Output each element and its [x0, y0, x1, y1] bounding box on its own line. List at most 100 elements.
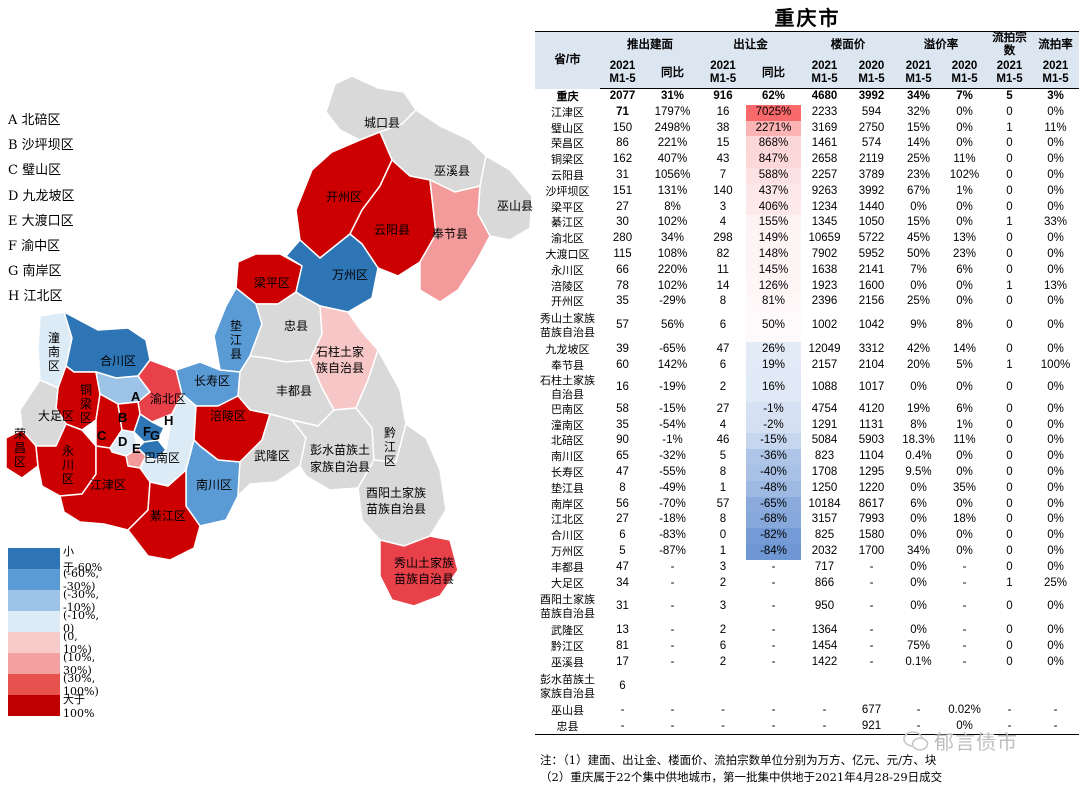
table-cell: 15: [716, 137, 730, 150]
table-cell: -: [869, 600, 874, 613]
table-cell: 90: [616, 434, 629, 447]
legend-swatch: [8, 548, 60, 569]
table-cell: 3992: [858, 90, 885, 102]
label-yongchuan-1: 永: [62, 444, 74, 458]
table-cell: 0%: [910, 529, 927, 542]
table-cell: 2077: [609, 90, 636, 102]
footnote-2: （2）重庆属于22个集中供地城市，第一批集中供地于2021年4月28-29日成交: [540, 770, 943, 784]
table-cell: 0%: [956, 380, 973, 393]
table-cell: 57: [716, 497, 730, 510]
label-yongchuan-3: 区: [62, 472, 74, 486]
table-cell: 8: [719, 465, 727, 478]
row-name: 江北区: [551, 513, 584, 527]
group-header: 楼面价: [801, 31, 895, 58]
table-cell: -: [670, 655, 675, 668]
table-cell: 298: [713, 232, 733, 245]
table-row: 南岸区 56 -70% 57 -65% 10184 8617 6% 0% 0 0%: [535, 496, 1079, 513]
table-cell: 149%: [746, 231, 801, 247]
label-shizhu-2: 族自治县: [316, 361, 364, 375]
footnote-1: 注：（1）建面、出让金、楼面价、流拍宗数单位分别为万方、亿元、元/方、块: [540, 753, 937, 767]
table-cell: 18%: [952, 513, 977, 526]
table-cell: -: [670, 560, 675, 573]
table-row: 重庆 2077 31% 916 62% 4680 3992 34% 7% 5 3%: [535, 88, 1079, 105]
legend-label: 小于-60%: [63, 544, 103, 574]
table-row: 奉节县 60 142% 6 19% 2157 2104 20% 5% 1 100%: [535, 357, 1079, 374]
table-cell: 0: [1006, 263, 1013, 276]
row-name: 九龙坡区: [545, 343, 590, 357]
table-cell: -29%: [659, 295, 686, 308]
group-header: 出让金: [700, 31, 801, 58]
table-cell: 0%: [1047, 184, 1064, 197]
table-cell: 1104: [859, 450, 884, 463]
table-cell: -: [746, 575, 801, 592]
table-cell: 0.1%: [905, 655, 932, 668]
row-name: 云阳县: [551, 168, 584, 182]
table-row: 垫江县 8 -49% 1 -48% 1250 1220 0% 35% 0 0%: [535, 480, 1079, 497]
label-fengdu: 丰都县: [276, 384, 312, 398]
table-cell: -70%: [659, 497, 686, 510]
label-yubei: 渝北区: [150, 391, 186, 406]
table-cell: 6%: [956, 263, 973, 276]
table-cell: 0: [1006, 380, 1013, 393]
table-cell: 39: [616, 343, 629, 356]
row-name: 北碚区: [551, 434, 584, 448]
table-cell: 2: [719, 624, 727, 637]
row-name: 黔江区: [551, 640, 584, 654]
table-cell: -: [1032, 718, 1079, 736]
table-cell: 1580: [858, 529, 885, 542]
table-cell: 1050: [858, 216, 885, 229]
table-cell: 0: [719, 529, 727, 542]
table-cell: 78: [616, 279, 629, 292]
table-cell: 65: [616, 450, 629, 463]
table-cell: 594: [861, 105, 882, 118]
label-fuling: 涪陵区: [210, 408, 246, 423]
row-name: 忠县: [535, 718, 600, 736]
table-cell: 1600: [858, 279, 885, 292]
table-cell: 16: [616, 380, 629, 393]
table-cell: 25%: [1043, 576, 1068, 589]
table-cell: -2%: [746, 417, 801, 434]
letter-f: F: [143, 424, 151, 439]
table-row: 巫山县 - - - - - 677 - 0.02% - -: [535, 702, 1079, 719]
table-cell: -: [700, 718, 746, 736]
sub-header: 同比: [746, 58, 801, 89]
table-cell: -: [822, 703, 827, 716]
table-cell: 13: [616, 624, 629, 637]
table-cell: 50%: [746, 310, 801, 343]
label-qianjiang-3: 区: [384, 454, 396, 468]
table-cell: 75%: [906, 640, 931, 653]
table-cell: 23%: [906, 168, 931, 181]
table-cell: 34%: [660, 232, 685, 245]
abbr-item: F 渝中区: [8, 239, 61, 255]
label-tongliang-2: 梁: [80, 396, 92, 411]
table-cell: 868%: [746, 136, 801, 153]
label-tongliang-3: 区: [80, 411, 92, 425]
label-nanchuan: 南川区: [196, 477, 232, 492]
table-cell: -: [962, 655, 967, 668]
table-cell: 1: [1006, 121, 1013, 134]
table-cell: 5903: [858, 434, 885, 447]
table-cell: 0%: [1047, 153, 1064, 166]
legend-label: (-30%, -10%): [63, 587, 99, 614]
table-cell: 0%: [956, 105, 973, 118]
row-name: 彭水苗族土家族自治县: [540, 672, 595, 700]
table-cell: -: [1007, 703, 1012, 716]
table-cell: 3%: [1047, 90, 1064, 102]
legend-row: (-10%, 0): [8, 609, 99, 635]
table-cell: 1: [1006, 358, 1013, 371]
legend-swatch: [8, 632, 60, 653]
table-cell: 1: [719, 544, 727, 557]
table-cell: 102%: [657, 216, 688, 229]
legend-swatch: [8, 611, 60, 632]
table-cell: 0%: [910, 576, 927, 589]
table-cell: -48%: [746, 480, 801, 497]
legend-swatch: [8, 590, 60, 611]
table-cell: 151: [612, 184, 633, 197]
table-cell: 4680: [811, 90, 838, 102]
table-cell: 0%: [1047, 168, 1064, 181]
label-jiangjin: 江津区: [90, 478, 126, 492]
table-cell: 0%: [956, 137, 973, 150]
table-cell: -65%: [659, 343, 686, 356]
table-cell: 2233: [811, 105, 838, 118]
table-cell: 0%: [1047, 513, 1064, 526]
